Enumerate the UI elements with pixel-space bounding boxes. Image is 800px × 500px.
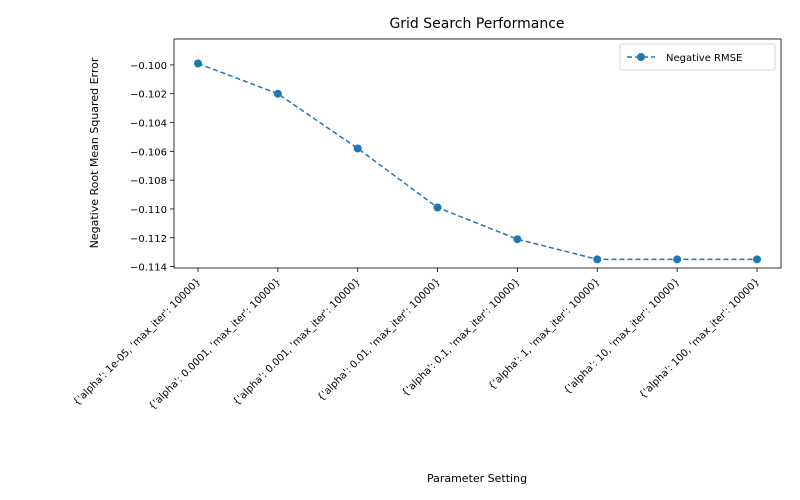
legend-marker (637, 53, 645, 61)
data-point (513, 235, 522, 244)
series-line (197, 62, 757, 261)
data-point (673, 255, 682, 264)
y-tick-label: −0.106 (130, 147, 167, 158)
y-axis-label: Negative Root Mean Squared Error (88, 57, 101, 248)
y-tick-label: −0.108 (130, 176, 167, 187)
y-tick-label: −0.114 (130, 263, 167, 274)
y-tick-label: −0.100 (130, 61, 167, 72)
plot-frame (173, 38, 782, 269)
legend-box (619, 43, 776, 71)
data-point (353, 144, 362, 153)
data-point (433, 203, 442, 212)
y-tick-label: −0.102 (130, 90, 167, 101)
data-point (753, 255, 761, 264)
x-axis-label: Parameter Setting (427, 472, 527, 485)
data-point (593, 255, 602, 264)
y-tick-label: −0.104 (130, 119, 167, 130)
data-point (194, 59, 202, 68)
y-tick-label: −0.110 (130, 205, 167, 216)
data-point (273, 89, 282, 98)
legend-label: Negative RMSE (666, 53, 742, 64)
legend: Negative RMSE (619, 43, 776, 71)
y-tick-label: −0.112 (130, 234, 167, 245)
chart-title: Grid Search Performance (389, 16, 564, 32)
